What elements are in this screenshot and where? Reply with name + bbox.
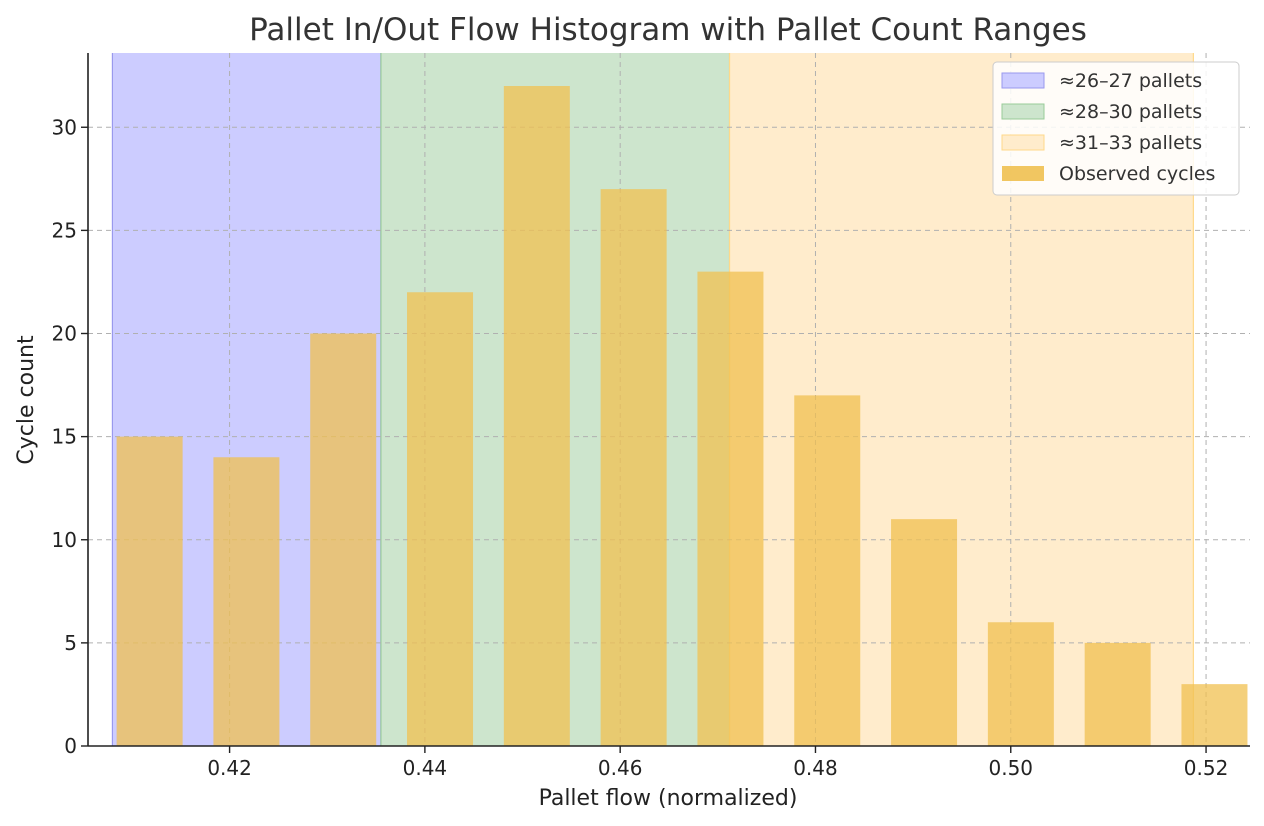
legend-box: [992, 61, 1240, 196]
legend-label: ≈28–30 pallets: [1059, 101, 1202, 123]
y-axis-label: Cycle count: [14, 335, 39, 465]
x-tick-label: 0.42: [207, 756, 252, 780]
chart-title: Pallet In/Out Flow Histogram with Pallet…: [249, 12, 1087, 48]
x-axis-label: Pallet flow (normalized): [539, 786, 798, 811]
y-axis-ticks: 0 5 10 15 20 25 30: [52, 115, 88, 758]
histogram-bar-2: [213, 457, 280, 746]
x-tick-label: 0.48: [793, 756, 838, 780]
legend-label: ≈26–27 pallets: [1059, 70, 1202, 92]
y-tick-label: 20: [52, 322, 77, 346]
legend-swatch-2: [1001, 103, 1045, 120]
histogram-bar-10: [987, 622, 1054, 746]
x-axis-ticks: 0.42 0.44 0.46 0.48 0.50 0.52: [207, 746, 1228, 780]
y-tick-label: 5: [64, 631, 77, 655]
legend-label: ≈31–33 pallets: [1059, 132, 1202, 154]
y-tick-label: 0: [64, 734, 77, 758]
histogram-bar-11: [1084, 642, 1151, 746]
legend-swatch-3: [1001, 134, 1045, 151]
histogram-bar-8: [794, 395, 861, 746]
x-tick-label: 0.52: [1184, 756, 1229, 780]
histogram-bar-5: [503, 86, 570, 746]
legend: ≈26–27 pallets ≈28–30 pallets ≈31–33 palle…: [992, 61, 1240, 196]
legend-swatch-4: [1002, 166, 1044, 181]
x-tick-label: 0.46: [598, 756, 643, 780]
x-tick-label: 0.44: [403, 756, 448, 780]
y-tick-label: 25: [52, 218, 77, 242]
y-tick-label: 30: [52, 115, 77, 139]
histogram-bar-1: [116, 436, 183, 746]
legend-label: Observed cycles: [1059, 163, 1215, 185]
y-tick-label: 10: [52, 528, 77, 552]
histogram-bar-12: [1181, 684, 1248, 746]
histogram-bar-7: [697, 271, 764, 746]
histogram-bars: [116, 86, 1248, 746]
histogram-bar-4: [407, 292, 474, 746]
legend-swatch-1: [1001, 72, 1045, 89]
histogram-bar-9: [891, 519, 958, 746]
histogram-bar-6: [600, 189, 667, 746]
y-tick-label: 15: [52, 425, 77, 449]
axes: [87, 53, 1250, 747]
histogram-bar-3: [310, 333, 377, 746]
x-tick-label: 0.50: [988, 756, 1033, 780]
